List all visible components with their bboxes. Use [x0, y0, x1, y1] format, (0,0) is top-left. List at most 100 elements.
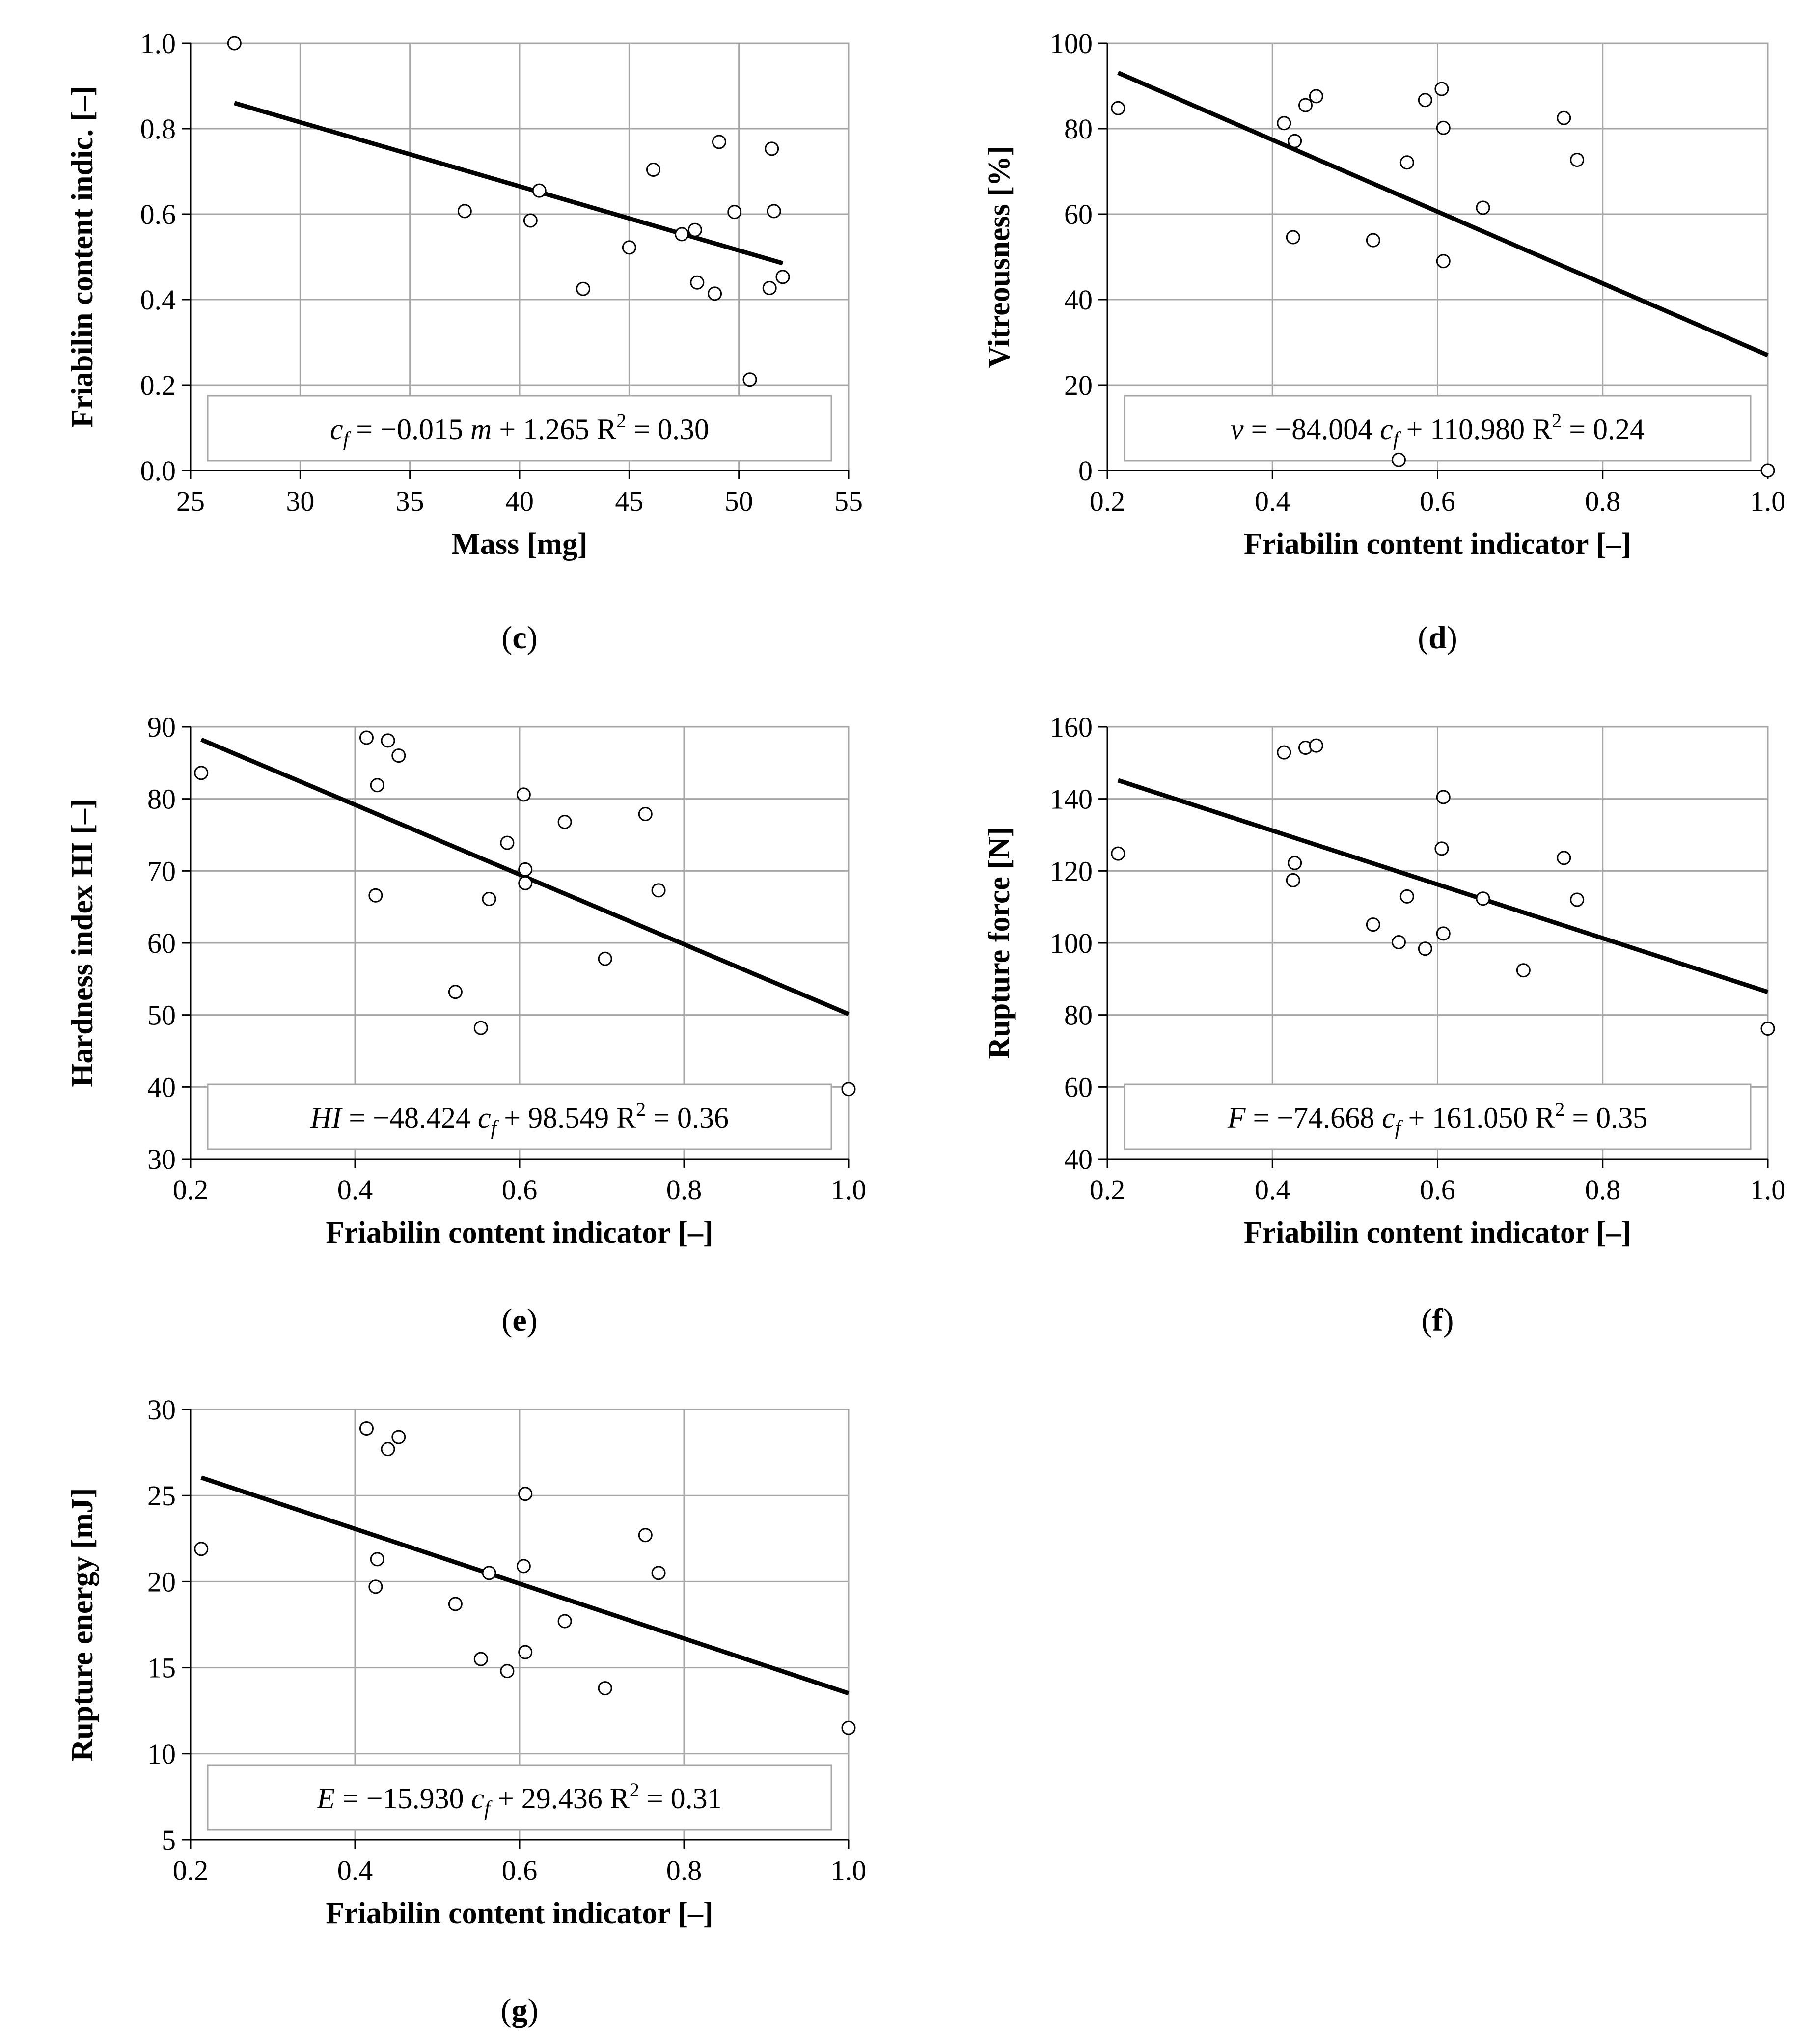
x-axis-title: Friabilin content indicator [–] — [1244, 527, 1631, 561]
x-tick-label: 1.0 — [1750, 1174, 1786, 1206]
panel-label-open-paren: ( — [501, 1302, 512, 1338]
data-point — [1760, 463, 1775, 478]
data-point — [1476, 891, 1490, 906]
x-tick-label: 1.0 — [1750, 485, 1786, 517]
x-tick-label: 0.8 — [1585, 1174, 1621, 1206]
data-point — [1418, 941, 1432, 956]
y-axis-title: Friabilin content indic. [–] — [66, 86, 99, 428]
x-tick-label: 1.0 — [831, 1174, 867, 1206]
data-point — [576, 281, 591, 296]
data-point — [194, 1542, 209, 1556]
panel-label-letter: e — [512, 1302, 526, 1338]
panel-label-letter: f — [1432, 1302, 1444, 1338]
r-squared-superscript: 2 — [636, 1098, 646, 1120]
regression-line — [1117, 778, 1769, 994]
regression-equation: E = −15.930 cf + 29.436 R2 = 0.31 — [316, 1779, 722, 1820]
x-tick-label: 0.4 — [1255, 485, 1290, 517]
equation-box — [1124, 395, 1752, 462]
panel-label-close-paren: ) — [527, 620, 538, 656]
y-tick-label: 120 — [1050, 855, 1093, 887]
r-squared-superscript: 2 — [1555, 1098, 1564, 1120]
data-point — [457, 204, 472, 219]
x-axis-title: Mass [mg] — [451, 527, 587, 561]
y-tick-label: 1.0 — [140, 28, 176, 59]
y-axis-title: Rupture energy [mJ] — [66, 1488, 99, 1762]
data-point — [518, 1645, 533, 1659]
panel-label-open-paren: ( — [1418, 620, 1428, 656]
data-point — [1288, 856, 1302, 870]
x-tick-label: 45 — [615, 485, 643, 517]
data-point — [1286, 230, 1300, 245]
x-axis-title: Friabilin content indicator [–] — [326, 1216, 713, 1249]
r-squared-value: = 0.35 — [1564, 1102, 1647, 1134]
panel-label: (d) — [1418, 620, 1457, 656]
data-point — [227, 36, 242, 51]
equation-predictor: c — [478, 1102, 491, 1134]
y-tick-label: 0.6 — [140, 198, 176, 230]
data-point — [767, 204, 781, 219]
equation-box — [207, 1083, 832, 1150]
data-point — [1366, 917, 1380, 932]
data-point — [1516, 963, 1531, 978]
data-point — [500, 1664, 515, 1679]
y-tick-label: 60 — [1064, 198, 1093, 230]
y-tick-label: 80 — [1064, 113, 1093, 145]
data-point — [518, 862, 533, 877]
data-point — [1557, 110, 1571, 125]
data-point — [1760, 1022, 1775, 1036]
equation-coefficient: = −74.668 — [1245, 1102, 1382, 1134]
equation-box — [207, 395, 832, 462]
data-point — [762, 281, 777, 296]
x-tick-label: 30 — [286, 485, 314, 517]
regression-equation: v = −84.004 cf + 110.980 R2 = 0.24 — [1231, 410, 1645, 451]
data-point — [1391, 452, 1406, 467]
equation-coefficient: = −84.004 — [1244, 413, 1380, 445]
y-tick-label: 0.8 — [140, 113, 176, 145]
x-tick-label: 35 — [396, 485, 424, 517]
y-axis-title: Hardness index HI [–] — [66, 799, 99, 1087]
data-point — [1418, 93, 1432, 108]
data-point — [557, 815, 572, 829]
data-point — [448, 1597, 463, 1611]
x-tick-label: 25 — [176, 485, 205, 517]
panel-e: 0.2 0.4 0.6 0.8 1.0 30 40 50 60 70 80 90 Friabilin c… — [66, 711, 866, 1338]
equation-variable: c — [330, 413, 343, 445]
y-tick-label: 60 — [147, 927, 176, 959]
y-tick-label: 40 — [1064, 284, 1093, 316]
panel-label: (f) — [1422, 1302, 1454, 1338]
x-tick-label: 0.4 — [1255, 1174, 1290, 1206]
data-point — [370, 778, 384, 793]
equation-variable: v — [1231, 413, 1244, 445]
panel-label-letter: g — [512, 1992, 528, 2028]
data-point — [368, 888, 383, 903]
data-point — [381, 733, 395, 748]
x-tick-label: 1.0 — [831, 1854, 867, 1886]
equation-coefficient: = −0.015 — [349, 413, 470, 445]
equation-intercept: + 1.265 — [492, 413, 589, 445]
data-point — [1434, 841, 1449, 856]
data-point — [482, 892, 496, 907]
equation-intercept: + 29.436 — [490, 1782, 603, 1815]
equation-coefficient: = −48.424 — [341, 1102, 478, 1134]
y-axis-title: Rupture force [N] — [983, 827, 1016, 1059]
regression-line — [200, 1475, 850, 1696]
x-tick-label: 0.8 — [666, 1174, 702, 1206]
r-squared-value: = 0.24 — [1562, 413, 1645, 445]
data-point — [518, 876, 533, 890]
data-point — [1277, 745, 1291, 760]
equation-intercept: + 98.549 — [496, 1102, 609, 1134]
y-tick-label: 0.4 — [140, 284, 176, 316]
equation-variable: E — [316, 1782, 335, 1815]
x-tick-label: 0.6 — [502, 1854, 538, 1886]
y-tick-label: 20 — [147, 1566, 176, 1598]
y-tick-label: 70 — [147, 855, 176, 887]
data-point — [1286, 873, 1300, 887]
y-tick-label: 40 — [1064, 1143, 1093, 1175]
data-point — [532, 183, 547, 198]
data-point — [646, 163, 660, 177]
data-point — [1436, 254, 1451, 269]
data-point — [391, 748, 406, 763]
data-point — [368, 1579, 383, 1594]
data-point — [690, 275, 705, 290]
y-tick-label: 25 — [147, 1480, 176, 1512]
